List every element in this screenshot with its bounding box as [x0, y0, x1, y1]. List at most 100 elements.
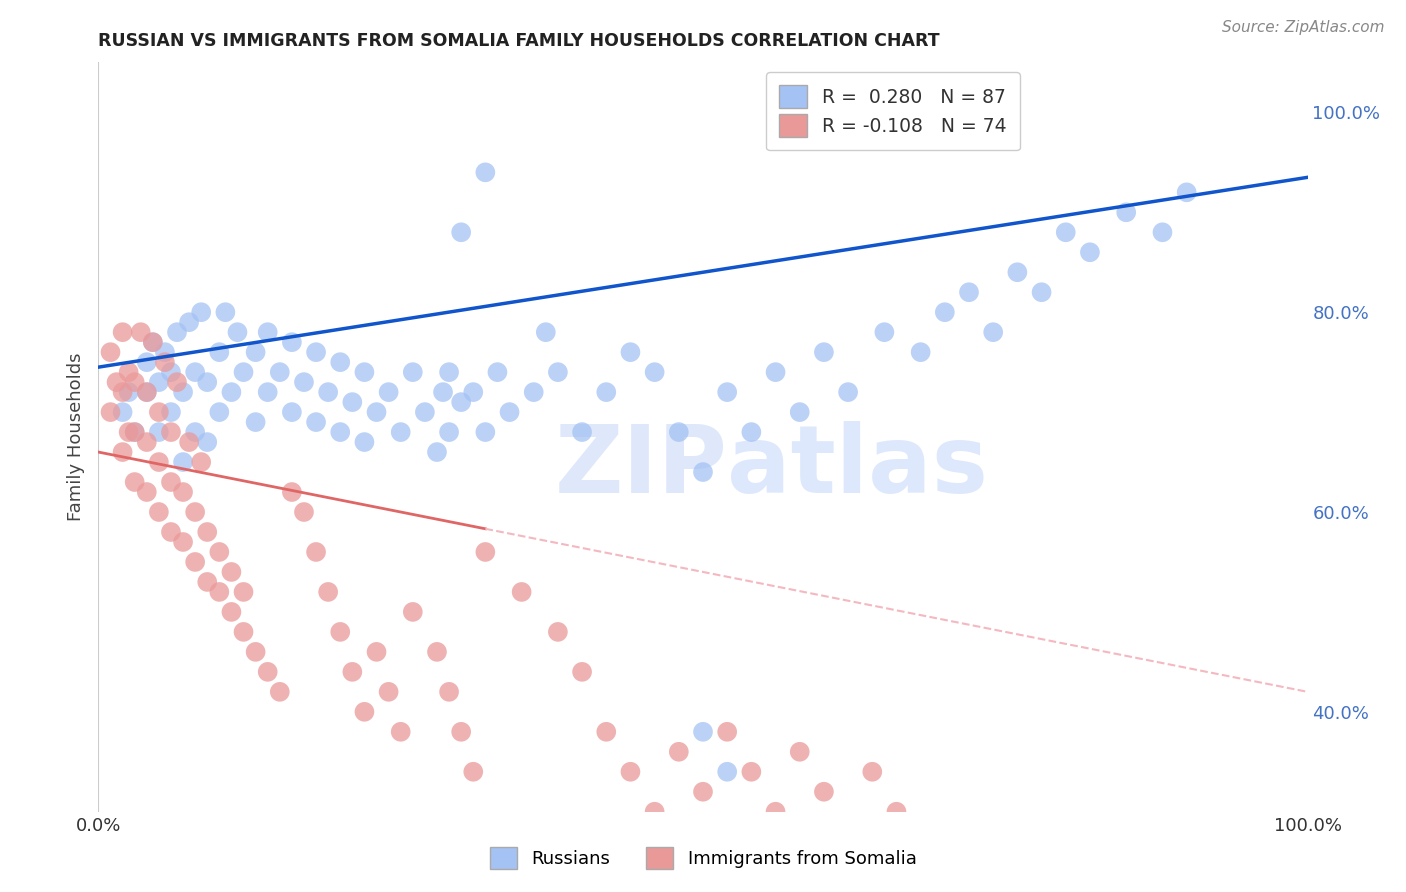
Point	[692, 724, 714, 739]
Point	[474, 425, 496, 439]
Point	[1007, 265, 1029, 279]
Point	[1175, 186, 1198, 200]
Point	[668, 745, 690, 759]
Point	[221, 565, 243, 579]
Point	[619, 764, 641, 779]
Text: RUSSIAN VS IMMIGRANTS FROM SOMALIA FAMILY HOUSEHOLDS CORRELATION CHART: RUSSIAN VS IMMIGRANTS FROM SOMALIA FAMIL…	[98, 32, 941, 50]
Point	[118, 385, 141, 400]
Point	[111, 405, 134, 419]
Point	[789, 405, 811, 419]
Point	[232, 624, 254, 639]
Point	[148, 425, 170, 439]
Point	[510, 585, 533, 599]
Point	[160, 524, 183, 539]
Point	[232, 365, 254, 379]
Point	[644, 365, 666, 379]
Point	[534, 325, 557, 339]
Point	[342, 395, 364, 409]
Point	[179, 435, 201, 450]
Point	[148, 405, 170, 419]
Point	[957, 285, 980, 300]
Point	[172, 385, 194, 400]
Point	[256, 665, 278, 679]
Point	[153, 345, 176, 359]
Point	[221, 385, 243, 400]
Point	[124, 475, 146, 489]
Point	[118, 425, 141, 439]
Point	[118, 365, 141, 379]
Point	[256, 385, 278, 400]
Point	[305, 415, 328, 429]
Point	[111, 445, 134, 459]
Point	[740, 764, 762, 779]
Point	[172, 485, 194, 500]
Point	[111, 385, 134, 400]
Point	[910, 845, 932, 859]
Text: atlas: atlas	[727, 421, 988, 513]
Point	[292, 505, 315, 519]
Point	[329, 355, 352, 369]
Point	[172, 535, 194, 549]
Point	[148, 455, 170, 469]
Point	[179, 315, 201, 329]
Point	[1078, 245, 1101, 260]
Point	[208, 585, 231, 599]
Point	[142, 335, 165, 350]
Point	[789, 745, 811, 759]
Point	[813, 345, 835, 359]
Point	[716, 724, 738, 739]
Point	[716, 385, 738, 400]
Legend: R =  0.280   N = 87, R = -0.108   N = 74: R = 0.280 N = 87, R = -0.108 N = 74	[766, 72, 1021, 151]
Point	[389, 724, 412, 739]
Point	[316, 585, 339, 599]
Point	[837, 385, 859, 400]
Point	[668, 425, 690, 439]
Point	[305, 545, 328, 559]
Point	[153, 355, 176, 369]
Point	[426, 645, 449, 659]
Point	[692, 465, 714, 479]
Point	[523, 385, 546, 400]
Point	[172, 455, 194, 469]
Point	[256, 325, 278, 339]
Point	[195, 524, 218, 539]
Point	[184, 555, 207, 569]
Point	[402, 365, 425, 379]
Point	[353, 365, 375, 379]
Point	[571, 425, 593, 439]
Point	[595, 724, 617, 739]
Point	[740, 425, 762, 439]
Point	[245, 415, 267, 429]
Point	[716, 764, 738, 779]
Point	[184, 425, 207, 439]
Point	[644, 805, 666, 819]
Point	[837, 824, 859, 838]
Point	[305, 345, 328, 359]
Point	[184, 365, 207, 379]
Point	[595, 385, 617, 400]
Point	[160, 425, 183, 439]
Point	[160, 405, 183, 419]
Point	[232, 585, 254, 599]
Point	[377, 685, 399, 699]
Point	[166, 375, 188, 389]
Point	[353, 435, 375, 450]
Point	[765, 805, 787, 819]
Point	[389, 425, 412, 439]
Point	[190, 455, 212, 469]
Point	[269, 365, 291, 379]
Point	[432, 385, 454, 400]
Point	[135, 385, 157, 400]
Point	[1115, 205, 1137, 219]
Point	[486, 365, 509, 379]
Text: ZIP: ZIP	[554, 421, 727, 513]
Point	[160, 365, 183, 379]
Point	[450, 225, 472, 239]
Point	[184, 505, 207, 519]
Point	[353, 705, 375, 719]
Point	[366, 405, 388, 419]
Point	[124, 425, 146, 439]
Point	[124, 425, 146, 439]
Point	[214, 305, 236, 319]
Point	[226, 325, 249, 339]
